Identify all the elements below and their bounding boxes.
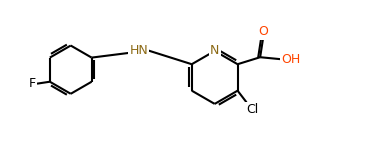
- Text: F: F: [29, 77, 36, 90]
- Text: OH: OH: [281, 53, 301, 66]
- Text: HN: HN: [129, 44, 148, 57]
- Text: Cl: Cl: [246, 103, 259, 116]
- Text: O: O: [258, 25, 268, 38]
- Text: N: N: [210, 45, 219, 58]
